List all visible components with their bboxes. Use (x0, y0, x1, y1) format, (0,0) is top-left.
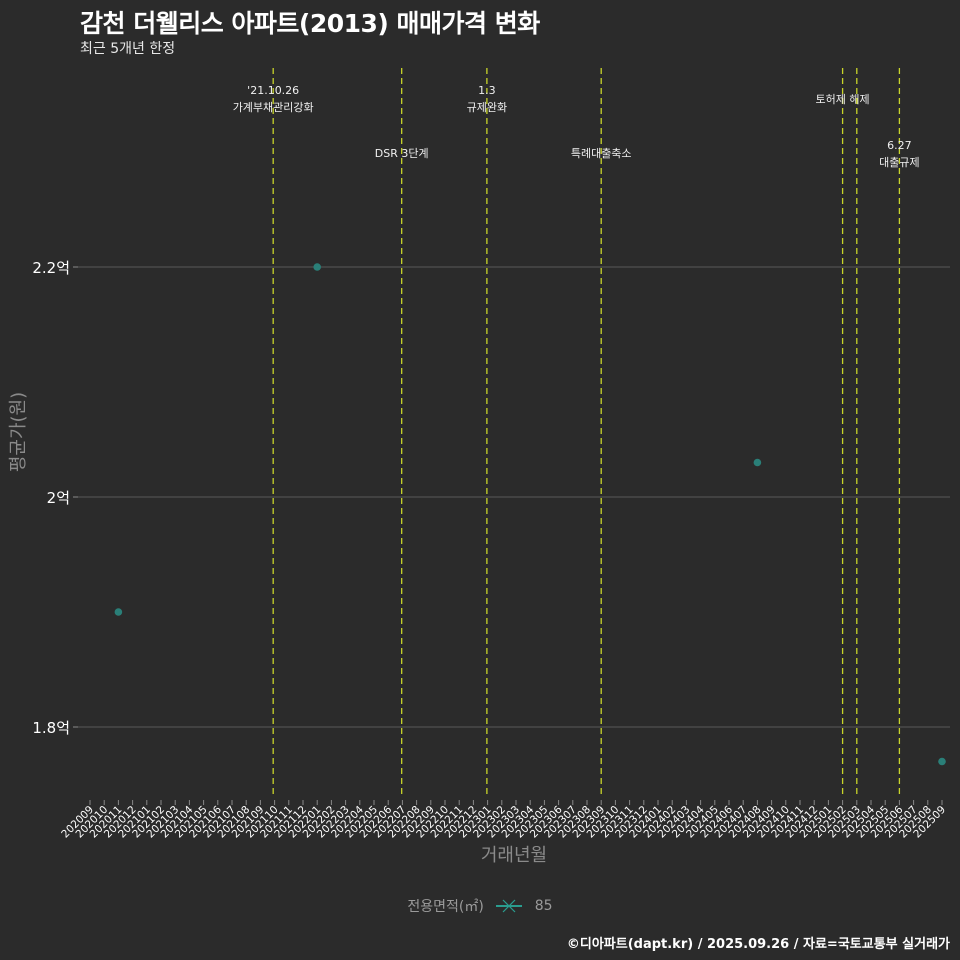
source-caption: ©디아파트(dapt.kr) / 2025.09.26 / 자료=국토교통부 실… (566, 937, 950, 952)
data-point (938, 757, 946, 766)
event-annotation: 가계부채관리강화 (233, 101, 314, 114)
event-annotation: 특례대출축소 (571, 147, 632, 160)
event-annotation: DSR 3단계 (375, 147, 429, 160)
y-tick-label: 2억 (47, 489, 70, 507)
event-annotation: 규제완화 (467, 101, 507, 114)
chart-title: 감천 더웰리스 아파트(2013) 매매가격 변화 (80, 9, 540, 38)
event-annotation: 6.27 (887, 139, 912, 152)
data-point (313, 263, 322, 271)
chart-subtitle: 최근 5개년 한정 (80, 41, 176, 57)
event-annotation: 1.3 (478, 84, 496, 97)
legend-key-icon (496, 899, 523, 913)
legend-title: 전용면적(㎡) (407, 899, 484, 915)
y-tick-label: 1.8억 (32, 719, 70, 737)
event-annotation: 대출규제 (879, 156, 919, 169)
legend: 전용면적(㎡) 85 (0, 896, 960, 916)
legend-item-85: 85 (534, 898, 553, 914)
data-point (114, 608, 123, 616)
x-axis-label: 거래년월 (481, 845, 547, 866)
event-annotation: 토허제 해제 (816, 92, 870, 106)
y-axis-label: 평균가(원) (8, 392, 29, 472)
event-annotation: '21.10.26 (247, 84, 299, 97)
data-point (753, 458, 762, 467)
y-tick-label: 2.2억 (32, 259, 70, 277)
